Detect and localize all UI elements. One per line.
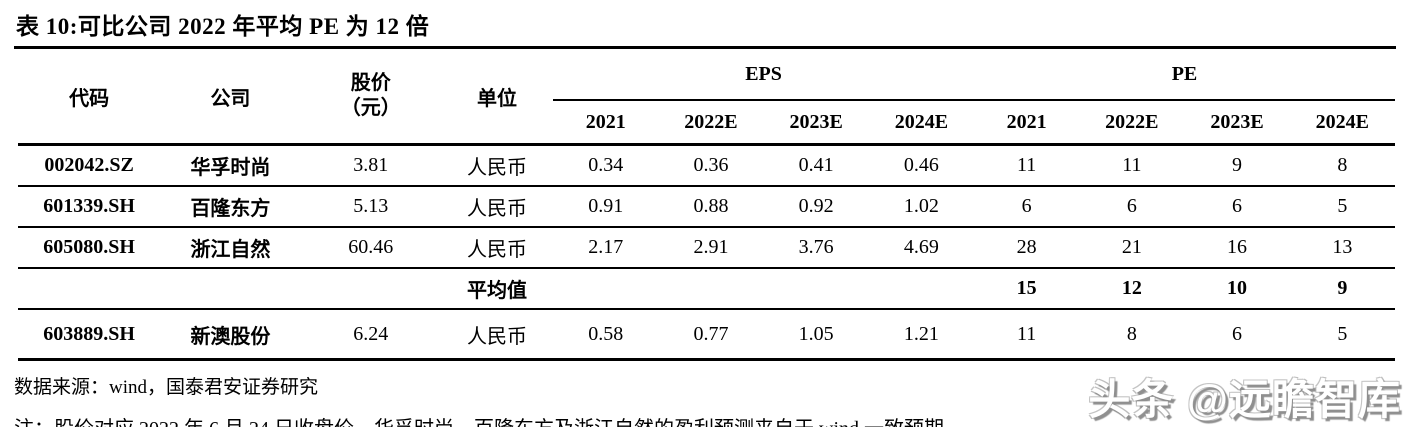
col-header-eps-2023e: 2023E <box>763 100 869 146</box>
cell-empty <box>658 268 764 310</box>
cell-pe-2023e: 6 <box>1184 309 1290 361</box>
cell-pe-2021: 11 <box>974 309 1080 361</box>
cell-eps-2024e: 1.02 <box>868 186 974 228</box>
avg-pe-2024e: 9 <box>1289 268 1395 310</box>
col-header-company: 公司 <box>160 49 301 146</box>
avg-pe-2022e: 12 <box>1079 268 1185 310</box>
avg-pe-2021: 15 <box>974 268 1080 310</box>
table-title: 表 10:可比公司 2022 年平均 PE 为 12 倍 <box>14 0 1396 49</box>
cell-eps-2021: 0.34 <box>553 144 659 187</box>
cell-pe-2021: 6 <box>974 186 1080 228</box>
cell-empty <box>160 268 301 310</box>
cell-eps-2023e: 1.05 <box>763 309 869 361</box>
header-year-row: 2021 2022E 2023E 2024E 2021 2022E 2023E … <box>18 100 1395 146</box>
cell-eps-2022e: 0.36 <box>658 144 764 187</box>
cell-company: 华孚时尚 <box>160 144 301 187</box>
cell-pe-2024e: 13 <box>1289 227 1395 269</box>
cell-eps-2021: 0.58 <box>553 309 659 361</box>
cell-code: 605080.SH <box>18 227 161 269</box>
cell-eps-2024e: 0.46 <box>868 144 974 187</box>
cell-company: 百隆东方 <box>160 186 301 228</box>
cell-eps-2022e: 2.91 <box>658 227 764 269</box>
cell-company: 浙江自然 <box>160 227 301 269</box>
col-header-code: 代码 <box>18 49 161 146</box>
cell-eps-2023e: 3.76 <box>763 227 869 269</box>
average-label: 平均值 <box>440 268 554 310</box>
cell-eps-2022e: 0.77 <box>658 309 764 361</box>
cell-price: 3.81 <box>300 144 441 187</box>
cell-pe-2022e: 6 <box>1079 186 1185 228</box>
cell-eps-2024e: 4.69 <box>868 227 974 269</box>
cell-pe-2023e: 16 <box>1184 227 1290 269</box>
col-header-price: 股价 （元） <box>300 49 441 146</box>
average-row: 平均值 15 12 10 9 <box>18 268 1395 310</box>
cell-unit: 人民币 <box>440 144 554 187</box>
col-header-pe-2022e: 2022E <box>1079 100 1185 146</box>
cell-eps-2021: 0.91 <box>553 186 659 228</box>
table-row: 002042.SZ 华孚时尚 3.81 人民币 0.34 0.36 0.41 0… <box>18 144 1395 187</box>
cell-eps-2023e: 0.92 <box>763 186 869 228</box>
cell-pe-2021: 11 <box>974 144 1080 187</box>
cell-pe-2022e: 11 <box>1079 144 1185 187</box>
footnote: 注：股价对应 2022 年 6 月 24 日收盘价，华孚时尚、百隆东方及浙江自然… <box>14 412 1407 427</box>
cell-pe-2024e: 8 <box>1289 144 1395 187</box>
table-row: 601339.SH 百隆东方 5.13 人民币 0.91 0.88 0.92 1… <box>18 186 1395 228</box>
cell-company: 新澳股份 <box>160 309 301 361</box>
cell-empty <box>18 268 161 310</box>
cell-pe-2024e: 5 <box>1289 309 1395 361</box>
cell-price: 5.13 <box>300 186 441 228</box>
cell-code: 603889.SH <box>18 309 161 361</box>
cell-unit: 人民币 <box>440 309 554 361</box>
cell-eps-2023e: 0.41 <box>763 144 869 187</box>
cell-price: 6.24 <box>300 309 441 361</box>
col-group-eps: EPS <box>553 49 974 101</box>
cell-empty <box>763 268 869 310</box>
col-header-eps-2024e: 2024E <box>868 100 974 146</box>
price-header-line2: （元） <box>340 97 401 119</box>
watermark: 头条 @远瞻智库 <box>1088 376 1401 423</box>
col-header-eps-2022e: 2022E <box>658 100 764 146</box>
cell-empty <box>553 268 659 310</box>
cell-code: 601339.SH <box>18 186 161 228</box>
col-header-pe-2021: 2021 <box>974 100 1080 146</box>
cell-eps-2022e: 0.88 <box>658 186 764 228</box>
cell-unit: 人民币 <box>440 186 554 228</box>
comparable-companies-table: 代码 公司 股价 （元） 单位 EPS PE 2021 2022E 2023E … <box>18 49 1395 361</box>
cell-pe-2023e: 6 <box>1184 186 1290 228</box>
price-header-line1: 股价 <box>350 72 391 94</box>
cell-pe-2022e: 8 <box>1079 309 1185 361</box>
col-group-pe: PE <box>974 49 1395 101</box>
col-header-eps-2021: 2021 <box>553 100 659 146</box>
table-row: 605080.SH 浙江自然 60.46 人民币 2.17 2.91 3.76 … <box>18 227 1395 269</box>
cell-pe-2021: 28 <box>974 227 1080 269</box>
cell-eps-2024e: 1.21 <box>868 309 974 361</box>
cell-empty <box>300 268 441 310</box>
cell-empty <box>868 268 974 310</box>
table-row: 603889.SH 新澳股份 6.24 人民币 0.58 0.77 1.05 1… <box>18 309 1395 361</box>
avg-pe-2023e: 10 <box>1184 268 1290 310</box>
cell-pe-2022e: 21 <box>1079 227 1185 269</box>
data-source-note: 数据来源：wind，国泰君安证券研究 <box>14 377 319 398</box>
col-header-unit: 单位 <box>440 49 554 146</box>
cell-price: 60.46 <box>300 227 441 269</box>
cell-pe-2024e: 5 <box>1289 186 1395 228</box>
col-header-pe-2023e: 2023E <box>1184 100 1290 146</box>
col-header-pe-2024e: 2024E <box>1289 100 1395 146</box>
table-body: 002042.SZ 华孚时尚 3.81 人民币 0.34 0.36 0.41 0… <box>18 144 1395 361</box>
cell-pe-2023e: 9 <box>1184 144 1290 187</box>
header-group-row: 代码 公司 股价 （元） 单位 EPS PE <box>18 49 1395 146</box>
table-header: 代码 公司 股价 （元） 单位 EPS PE 2021 2022E 2023E … <box>18 49 1395 146</box>
cell-code: 002042.SZ <box>18 144 161 187</box>
cell-unit: 人民币 <box>440 227 554 269</box>
cell-eps-2021: 2.17 <box>553 227 659 269</box>
